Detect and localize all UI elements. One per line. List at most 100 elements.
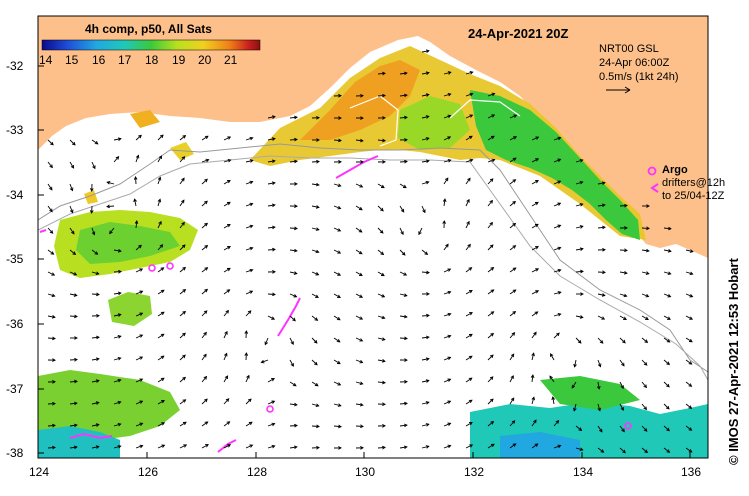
current-vector-head bbox=[510, 397, 515, 402]
current-vector-head bbox=[294, 402, 298, 407]
current-vector-head bbox=[447, 444, 452, 449]
current-vector bbox=[179, 377, 186, 383]
current-vector bbox=[333, 293, 341, 298]
current-vector bbox=[333, 381, 341, 386]
current-vector bbox=[597, 447, 604, 453]
current-vector bbox=[465, 159, 473, 163]
current-vector-head bbox=[600, 449, 605, 453]
colorbar-tick: 15 bbox=[65, 53, 79, 67]
current-vector bbox=[553, 420, 559, 427]
current-vector-head bbox=[48, 186, 53, 191]
current-vector-head bbox=[359, 359, 364, 364]
current-vector bbox=[399, 424, 407, 427]
drifter-legend-icon bbox=[650, 183, 659, 193]
current-vector bbox=[377, 183, 385, 188]
contour-white bbox=[349, 95, 399, 147]
current-vector bbox=[223, 159, 231, 163]
current-vector-head bbox=[338, 138, 342, 143]
colorbar-tick: 16 bbox=[92, 53, 106, 67]
current-vector-head bbox=[535, 268, 540, 272]
current-vector-head bbox=[512, 222, 517, 227]
current-vector bbox=[487, 135, 495, 141]
current-vector-head bbox=[511, 420, 516, 424]
current-vector-head bbox=[314, 382, 319, 387]
current-vector-head bbox=[403, 314, 408, 319]
current-vector-head bbox=[623, 270, 628, 275]
current-vector bbox=[685, 359, 692, 365]
current-vector-head bbox=[264, 341, 268, 346]
current-vector bbox=[509, 245, 516, 251]
current-vector bbox=[289, 359, 294, 367]
current-vector-head bbox=[204, 135, 209, 140]
current-vector bbox=[399, 249, 406, 256]
current-vector bbox=[333, 425, 342, 428]
current-vector bbox=[47, 293, 55, 297]
current-vector bbox=[509, 375, 514, 383]
current-vector bbox=[289, 160, 298, 163]
sst-west-blob3 bbox=[84, 190, 98, 204]
current-vector bbox=[333, 271, 341, 276]
current-vector-head bbox=[425, 93, 430, 97]
current-vector-head bbox=[557, 136, 562, 141]
current-vector bbox=[311, 337, 318, 344]
current-vector bbox=[267, 400, 275, 405]
current-vector-head bbox=[244, 352, 249, 356]
current-vector bbox=[553, 247, 561, 251]
current-vector-head bbox=[360, 446, 364, 450]
current-vector bbox=[179, 354, 186, 361]
current-vector-head bbox=[489, 199, 493, 204]
current-vector bbox=[223, 289, 230, 295]
current-vector bbox=[245, 181, 253, 185]
current-vector-head bbox=[447, 136, 452, 140]
current-vector bbox=[421, 94, 429, 97]
current-vector bbox=[47, 337, 56, 340]
current-vector-head bbox=[95, 379, 100, 383]
current-vector bbox=[553, 313, 561, 317]
current-vectors bbox=[47, 49, 694, 454]
sst-coastal-green bbox=[470, 90, 640, 240]
current-vector-head bbox=[249, 202, 254, 207]
current-vector bbox=[355, 205, 363, 211]
current-vector bbox=[509, 157, 517, 163]
current-vector bbox=[553, 445, 561, 449]
current-vector-head bbox=[294, 226, 298, 231]
current-vector-head bbox=[579, 447, 584, 452]
current-vector-head bbox=[293, 271, 298, 275]
current-vector bbox=[201, 310, 208, 317]
current-vector-head bbox=[579, 158, 584, 163]
current-vector-head bbox=[404, 336, 408, 341]
current-vector-head bbox=[271, 316, 276, 320]
legend-line-2: 24-Apr 06:00Z bbox=[599, 57, 670, 69]
current-vector-head bbox=[667, 249, 672, 253]
current-vector-head bbox=[557, 224, 562, 228]
current-vector bbox=[157, 444, 165, 449]
current-vector-head bbox=[271, 203, 276, 208]
current-vector bbox=[685, 403, 692, 409]
current-vector-head bbox=[489, 398, 494, 403]
current-vector-head bbox=[579, 180, 584, 185]
current-vector-head bbox=[139, 378, 144, 382]
current-vector-head bbox=[139, 400, 144, 404]
current-vector bbox=[377, 337, 385, 341]
current-vector bbox=[663, 315, 671, 320]
current-vector-head bbox=[138, 244, 142, 249]
current-vector bbox=[355, 403, 363, 406]
current-vector-head bbox=[403, 93, 408, 98]
current-vector bbox=[135, 268, 143, 273]
current-vector bbox=[179, 311, 186, 317]
current-vector-head bbox=[118, 269, 122, 274]
current-vector-head bbox=[447, 334, 452, 339]
current-vector bbox=[531, 224, 539, 229]
current-vector-head bbox=[404, 138, 408, 142]
current-vector bbox=[377, 205, 384, 212]
current-vector-head bbox=[227, 158, 232, 163]
current-vector bbox=[685, 337, 693, 343]
current-vector bbox=[465, 334, 473, 339]
current-vector bbox=[421, 336, 429, 339]
current-vector-head bbox=[73, 401, 78, 406]
current-vector bbox=[91, 271, 99, 275]
drifters-legend-label-2: to 25/04-12Z bbox=[662, 190, 725, 202]
current-vector-head bbox=[226, 180, 231, 184]
lon-label: 124 bbox=[29, 465, 50, 479]
current-vector bbox=[443, 93, 451, 97]
